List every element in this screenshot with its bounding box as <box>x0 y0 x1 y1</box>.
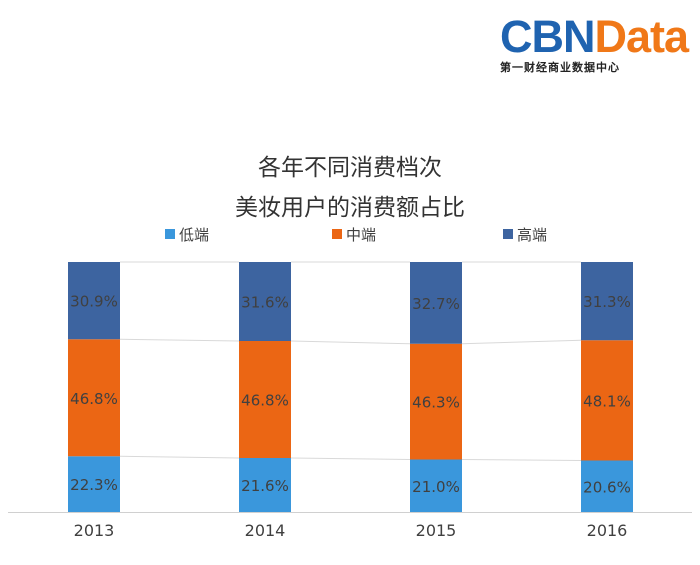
x-tick-label-2016: 2016 <box>587 521 628 540</box>
bar-2014-低端 <box>239 458 291 512</box>
legend-swatch-高端 <box>503 229 513 239</box>
legend-swatch-低端 <box>165 229 175 239</box>
bar-2014-中端 <box>239 341 291 458</box>
x-tick-label-2015: 2015 <box>416 521 457 540</box>
data-label-2013-中端: 46.8% <box>70 390 118 408</box>
data-label-2014-高端: 31.6% <box>241 294 289 312</box>
logo-subtitle: 第一财经商业数据中心 <box>500 61 620 74</box>
data-label-2015-中端: 46.3% <box>412 394 460 412</box>
data-label-2014-低端: 21.6% <box>241 477 289 495</box>
data-label-2016-高端: 31.3% <box>583 293 631 311</box>
bar-2015-高端 <box>410 262 462 344</box>
legend-swatch-中端 <box>332 229 342 239</box>
data-label-2016-低端: 20.6% <box>583 478 631 496</box>
series-line-0-1 <box>290 457 411 460</box>
data-label-2016-中端: 48.1% <box>583 392 631 410</box>
x-tick-label-2013: 2013 <box>74 521 115 540</box>
series-line-0-0 <box>119 455 240 459</box>
bar-2016-高端 <box>581 262 633 341</box>
legend-label-中端: 中端 <box>346 226 376 244</box>
data-label-2015-低端: 21.0% <box>412 478 460 496</box>
data-label-2015-高端: 32.7% <box>412 295 460 313</box>
series-line-0-2 <box>461 459 582 461</box>
data-label-2014-中端: 46.8% <box>241 392 289 410</box>
x-tick-label-2014: 2014 <box>245 521 286 540</box>
bar-2016-中端 <box>581 340 633 461</box>
series-line-1-0 <box>119 338 240 342</box>
logo-wordmark: CBNData <box>500 14 690 59</box>
chart-title-line2: 美妆用户的消费额占比 <box>235 195 465 221</box>
legend-label-高端: 高端 <box>517 226 547 244</box>
series-line-1-1 <box>290 340 411 345</box>
bar-2015-低端 <box>410 459 462 512</box>
cbndata-logo: CBNData 第一财经商业数据中心 <box>500 14 690 75</box>
chart-title-line1: 各年不同消费档次 <box>258 155 442 181</box>
bar-2013-低端 <box>68 456 120 512</box>
legend-label-低端: 低端 <box>179 226 209 244</box>
logo-data: Data <box>594 11 690 62</box>
series-line-1-2 <box>461 339 582 345</box>
data-label-2013-高端: 30.9% <box>70 293 118 311</box>
data-label-2013-低端: 22.3% <box>70 476 118 494</box>
bar-2016-低端 <box>581 460 633 512</box>
bar-2013-高端 <box>68 262 120 340</box>
logo-cbn: CBN <box>500 11 595 62</box>
bar-2015-中端 <box>410 343 462 460</box>
bar-2013-中端 <box>68 339 120 457</box>
bar-2014-高端 <box>239 262 291 341</box>
